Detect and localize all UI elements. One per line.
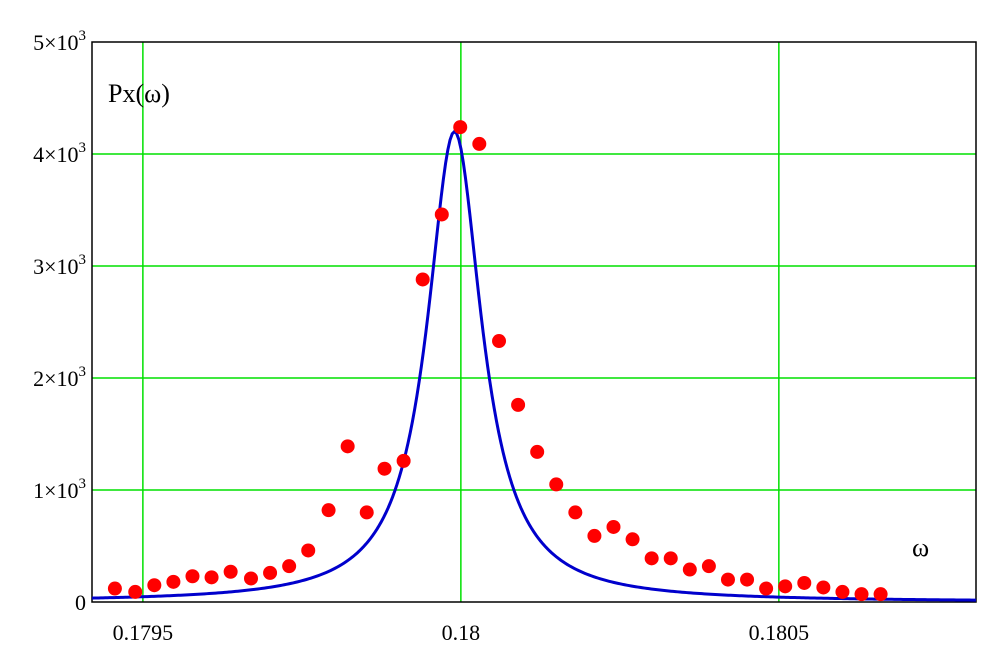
data-point xyxy=(321,503,336,518)
data-point xyxy=(740,572,755,587)
data-point xyxy=(340,439,355,454)
data-point xyxy=(243,571,258,586)
fit-curve xyxy=(91,129,977,602)
y-axis-label: Px(ω) xyxy=(108,79,170,108)
y-tick-label: 0 xyxy=(75,590,86,615)
data-point xyxy=(682,562,697,577)
data-point xyxy=(128,584,143,599)
data-point xyxy=(453,120,468,135)
data-points xyxy=(107,120,888,602)
data-point xyxy=(663,551,678,566)
data-point xyxy=(359,505,374,520)
data-point xyxy=(549,477,564,492)
x-tick-label: 0.1795 xyxy=(113,620,174,645)
x-tick-label: 0.1805 xyxy=(749,620,810,645)
data-point xyxy=(568,505,583,520)
y-axis-ticks: 0 1×103 2×103 3×103 4×103 5×103 xyxy=(33,28,86,615)
data-point xyxy=(301,543,316,558)
data-point xyxy=(778,579,793,594)
data-point xyxy=(147,578,162,593)
y-tick-label: 2×103 xyxy=(33,364,86,391)
data-point xyxy=(606,519,621,534)
data-point xyxy=(873,587,888,602)
data-point xyxy=(263,565,278,580)
x-axis-ticks: 0.1795 0.18 0.1805 xyxy=(113,620,809,645)
data-point xyxy=(396,453,411,468)
data-point xyxy=(492,334,507,349)
x-tick-label: 0.18 xyxy=(442,620,481,645)
plot-background xyxy=(92,42,976,602)
data-point xyxy=(759,581,774,596)
data-point xyxy=(282,559,297,574)
data-point xyxy=(816,580,831,595)
data-point xyxy=(185,569,200,584)
data-point xyxy=(472,136,487,151)
data-point xyxy=(854,587,869,602)
data-point xyxy=(511,397,526,412)
data-point xyxy=(625,532,640,547)
data-point xyxy=(720,572,735,587)
data-point xyxy=(415,272,430,287)
data-point xyxy=(587,528,602,543)
data-point xyxy=(204,570,219,585)
y-tick-label: 1×103 xyxy=(33,476,86,503)
data-point xyxy=(434,207,449,222)
grid xyxy=(92,42,976,602)
y-tick-label: 5×103 xyxy=(33,28,86,55)
data-point xyxy=(377,461,392,476)
data-point xyxy=(107,581,122,596)
data-point xyxy=(835,584,850,599)
data-point xyxy=(223,564,238,579)
y-tick-label: 4×103 xyxy=(33,140,86,167)
y-tick-label: 3×103 xyxy=(33,252,86,279)
data-point xyxy=(166,574,181,589)
data-point xyxy=(797,575,812,590)
data-point xyxy=(530,444,545,459)
data-point xyxy=(644,551,659,566)
data-point xyxy=(701,559,716,574)
x-axis-label: ω xyxy=(912,533,929,562)
plot-frame xyxy=(91,41,977,603)
